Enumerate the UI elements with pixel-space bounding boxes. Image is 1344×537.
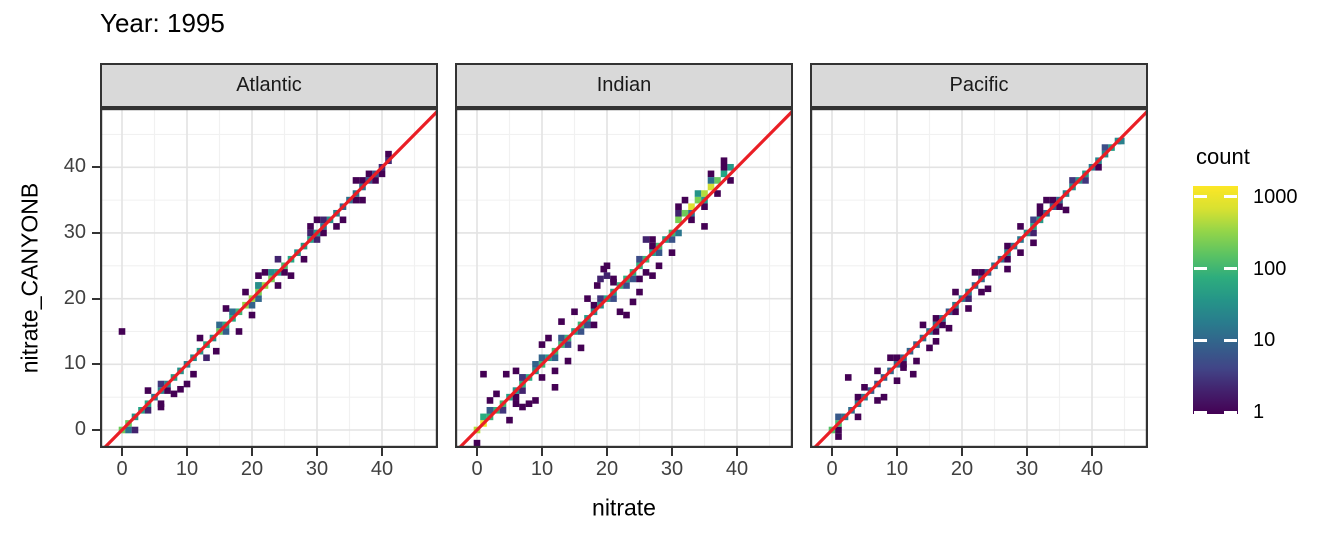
x-axis-tick <box>831 448 833 456</box>
identity-line <box>101 108 438 448</box>
x-axis-tick <box>896 448 898 456</box>
x-tick-label: 10 <box>530 458 554 480</box>
legend-tick-mark <box>1224 410 1237 414</box>
bin2d-layer <box>828 137 1125 440</box>
x-tick-label: 20 <box>950 458 974 480</box>
panel-canvas-indian <box>455 108 793 448</box>
facet-strip-atlantic: Atlantic <box>100 63 438 108</box>
facet-strip-label: Pacific <box>949 74 1009 96</box>
facet-strip-pacific: Pacific <box>810 63 1148 108</box>
y-axis-tick <box>92 297 100 300</box>
y-axis-tick <box>92 429 100 431</box>
facet-strip-label: Atlantic <box>236 74 302 96</box>
legend-tick-mark <box>1224 338 1237 342</box>
facet-strip-label: Indian <box>596 74 652 96</box>
legend-tick-mark <box>1224 195 1237 199</box>
legend-tick-label: 1 <box>1253 401 1265 424</box>
x-axis-tick <box>186 448 188 456</box>
y-axis-title: nitrate_CANYONB <box>16 182 43 374</box>
facet-atlantic: Atlantic <box>100 63 438 448</box>
x-tick-label: 40 <box>725 458 749 480</box>
legend-tick-mark <box>1194 267 1207 271</box>
facet-indian: Indian <box>455 63 793 448</box>
x-axis-tick <box>606 448 608 456</box>
x-axis-tick <box>381 448 383 456</box>
y-axis-tick <box>92 166 100 169</box>
legend-tick-label: 10 <box>1253 329 1276 352</box>
panel-pacific <box>810 108 1148 448</box>
x-tick-label: 40 <box>1080 458 1104 480</box>
panel-border <box>810 108 1148 448</box>
legend-tick-mark <box>1194 338 1207 342</box>
identity-line <box>811 108 1148 448</box>
legend-tick-mark <box>1194 410 1207 414</box>
x-tick-label: 0 <box>471 458 483 480</box>
x-tick-label: 40 <box>370 458 394 480</box>
y-tick-label: 30 <box>63 220 86 243</box>
x-tick-label: 20 <box>595 458 619 480</box>
plot-title: Year: 1995 <box>100 8 225 38</box>
facet-strip-indian: Indian <box>455 63 793 108</box>
x-axis-tick <box>316 448 318 456</box>
x-tick-label: 30 <box>305 458 329 480</box>
x-axis-tick <box>1091 448 1093 456</box>
gridlines <box>810 108 1148 448</box>
x-tick-label: 30 <box>1015 458 1039 480</box>
x-tick-label: 10 <box>175 458 199 480</box>
x-axis-tick <box>961 448 963 456</box>
gridlines <box>455 108 793 448</box>
y-axis-tick <box>92 231 100 234</box>
x-axis-title: nitrate <box>592 494 656 521</box>
x-axis-tick <box>1026 448 1028 456</box>
legend-tick-mark <box>1194 195 1207 199</box>
y-tick-label: 0 <box>74 418 86 440</box>
identity-line <box>456 108 793 448</box>
x-tick-label: 20 <box>240 458 264 480</box>
panel-border <box>100 108 438 448</box>
x-axis-tick <box>251 448 253 456</box>
y-tick-label: 10 <box>63 352 86 375</box>
panel-atlantic <box>100 108 438 448</box>
panel-canvas-pacific <box>810 108 1148 448</box>
x-axis-tick <box>736 448 738 456</box>
x-tick-label: 0 <box>826 458 838 480</box>
y-axis-tick <box>92 363 100 366</box>
legend-colorbar <box>1193 186 1238 414</box>
x-tick-label: 10 <box>885 458 909 480</box>
panel-border <box>455 108 793 448</box>
facet-pacific: Pacific <box>810 63 1148 448</box>
y-tick-label: 20 <box>63 286 86 309</box>
x-tick-label: 30 <box>660 458 684 480</box>
panel-indian <box>455 108 793 448</box>
x-axis-tick <box>541 448 543 456</box>
y-tick-label: 40 <box>63 155 86 178</box>
legend-tick-label: 100 <box>1253 257 1287 280</box>
x-axis-tick <box>671 448 673 456</box>
x-axis-tick <box>476 448 478 456</box>
legend-title: count <box>1196 144 1250 169</box>
panel-canvas-atlantic <box>100 108 438 448</box>
x-tick-label: 0 <box>116 458 128 480</box>
legend-tick-mark <box>1224 267 1237 271</box>
x-axis-tick <box>121 448 123 456</box>
legend-tick-label: 1000 <box>1253 185 1298 208</box>
